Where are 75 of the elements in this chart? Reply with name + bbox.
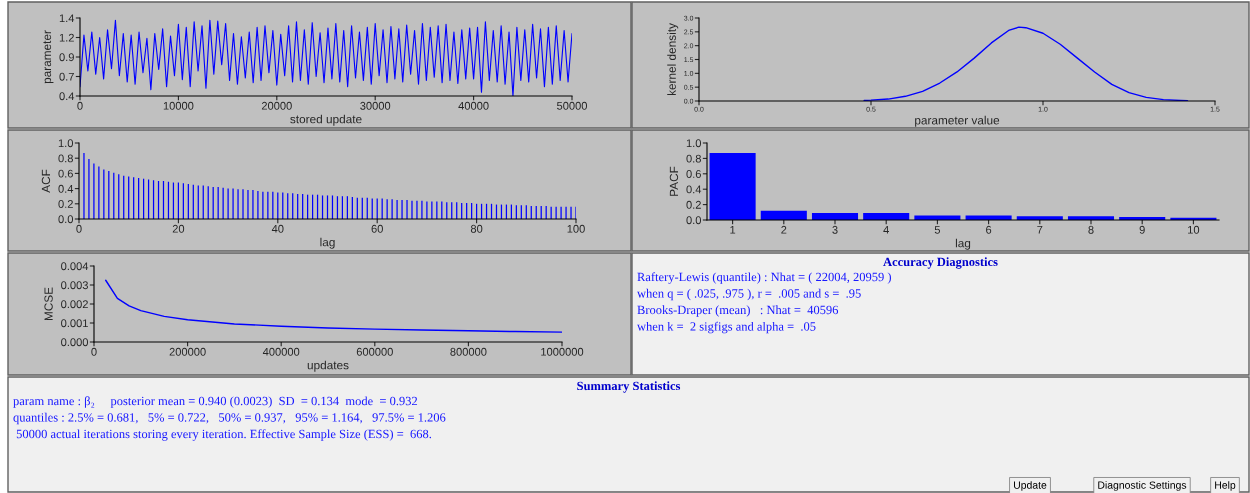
- x-axis-title: lag: [955, 238, 971, 250]
- x-axis-title: updates: [307, 360, 349, 372]
- y-axis-title: MCSE: [44, 287, 53, 321]
- y-tick-label: 0.000: [61, 338, 89, 347]
- y-tick-label: 0.001: [61, 319, 88, 328]
- x-axis-title: lag: [320, 237, 335, 249]
- y-tick-label: 1.0: [686, 139, 702, 148]
- y-tick-label: 0.4: [58, 184, 74, 193]
- y-tick-label: 1.0: [58, 139, 74, 148]
- x-tick-label: 400000: [262, 347, 300, 356]
- y-tick-label: 0.8: [686, 154, 701, 163]
- y-tick-label: 0.2: [58, 200, 73, 208]
- x-axis-title: stored update: [290, 114, 362, 126]
- y-tick-label: 0.003: [61, 281, 88, 290]
- x-tick-label: 100: [567, 224, 585, 233]
- x-tick-label: 20: [172, 224, 185, 233]
- x-tick-label: 40000: [458, 101, 489, 110]
- x-tick-label: 4: [883, 225, 889, 234]
- y-tick-label: 0.4: [59, 92, 75, 101]
- x-axis-title: parameter value: [915, 115, 1000, 127]
- text: when k = 2 sigfigs and alpha = .05: [637, 321, 816, 334]
- x-tick-label: 9: [1139, 225, 1145, 234]
- x-tick-label: 80: [470, 224, 483, 233]
- x-tick-label: 0: [91, 347, 97, 356]
- x-tick-label: 6: [986, 225, 992, 234]
- line-series: [80, 19, 572, 96]
- x-tick-label: 1000000: [541, 347, 584, 356]
- y-tick-label: 0.4: [686, 185, 702, 194]
- y-tick-label: 0.9: [59, 53, 74, 62]
- x-tick-label: 30000: [360, 101, 391, 110]
- x-tick-label: 2: [781, 225, 787, 234]
- y-tick-label: 1.2: [59, 33, 74, 42]
- y-tick-label: 0.6: [58, 169, 73, 178]
- y-tick-label: 0.7: [59, 72, 74, 81]
- x-tick-label: 0: [77, 101, 83, 110]
- y-tick-label: 0.2: [686, 200, 701, 209]
- x-tick-label: 7: [1037, 225, 1043, 234]
- y-tick-label: 0.004: [61, 262, 89, 271]
- text: param name : β₂ posterior mean = 0.940 (0.0023) SD = 0.134 mode = 0.932: [13, 396, 418, 408]
- text: Brooks-Draper (mean) : Nhat = 40596: [637, 305, 839, 317]
- x-tick-label: 0: [76, 224, 82, 233]
- text: when q = ( .025, .975 ), r = .005 and s = .95: [637, 288, 861, 301]
- bar: [709, 153, 756, 220]
- x-tick-label: 20000: [261, 101, 292, 110]
- x-tick-label: 10000: [163, 101, 194, 110]
- x-tick-label: 1: [730, 225, 736, 234]
- text: Help: [1215, 481, 1236, 491]
- y-tick-label: 1.4: [59, 14, 75, 23]
- x-tick-label: 3: [832, 225, 838, 234]
- y-tick-label: 0.8: [58, 154, 73, 163]
- x-tick-label: 10: [1188, 225, 1200, 234]
- x-tick-label: 5: [934, 225, 941, 234]
- y-axis-title: parameter: [43, 30, 54, 84]
- line-series: [105, 279, 562, 333]
- x-tick-label: 200000: [169, 347, 206, 356]
- y-axis-title: kernel density: [667, 23, 679, 96]
- text: Raftery-Lewis (quantile) : Nhat = ( 22004, 20959 ): [637, 272, 891, 284]
- x-tick-label: 800000: [450, 347, 487, 356]
- x-tick-label: 50000: [557, 101, 588, 110]
- text: Summary Statistics: [577, 381, 681, 393]
- y-tick-label: 0.002: [61, 300, 88, 309]
- x-tick-label: 60: [371, 224, 383, 233]
- y-tick-label: 0.0: [686, 216, 702, 225]
- y-tick-label: 0.0: [58, 215, 74, 224]
- x-tick-label: 40: [271, 224, 284, 233]
- text: Diagnostic Settings: [1098, 481, 1187, 491]
- text: Update: [1014, 481, 1047, 491]
- text: 50000 actual iterations storing every iteration. Effective Sample Size (ESS) = 668.: [16, 429, 432, 441]
- text: quantiles : 2.5% = 0.681, 5% = 0.722, 50% = 0.937, 95% = 1.164, 97.5% = 1.206: [13, 412, 446, 425]
- y-axis-title: PACF: [669, 166, 679, 196]
- x-tick-label: 8: [1088, 225, 1094, 234]
- y-axis-title: ACF: [41, 169, 51, 193]
- y-tick-label: 0.6: [686, 170, 701, 178]
- x-tick-label: 600000: [356, 347, 393, 356]
- text: Accuracy Diagnostics: [883, 257, 998, 269]
